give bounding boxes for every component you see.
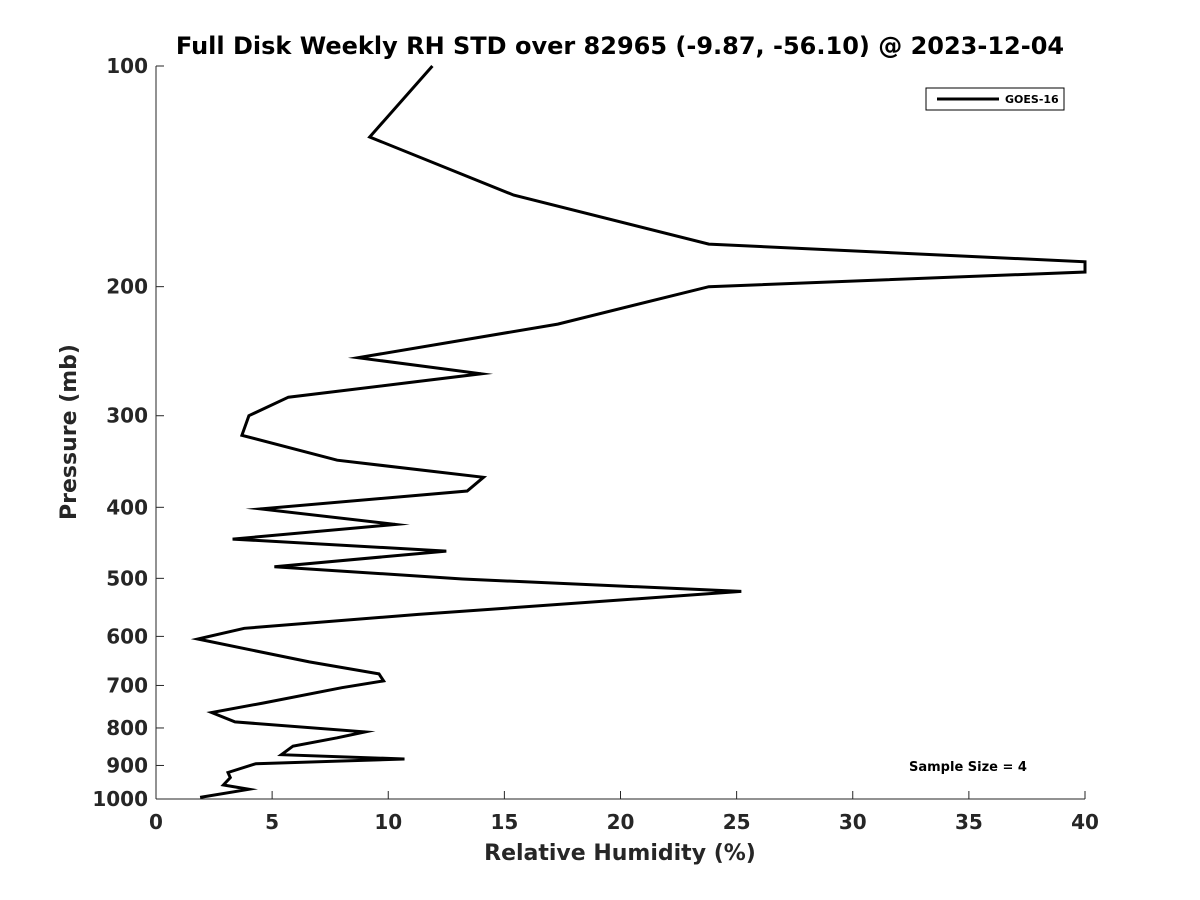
legend-label: GOES-16 (1005, 93, 1059, 106)
y-axis-label: Pressure (mb) (57, 344, 82, 520)
x-tick-label: 40 (1071, 810, 1099, 834)
y-tick-label: 100 (106, 54, 148, 78)
y-tick-label: 900 (106, 753, 148, 777)
x-tick-label: 5 (265, 810, 279, 834)
y-tick-label: 500 (106, 566, 148, 590)
legend: GOES-16 (925, 87, 1065, 111)
sample-size-annotation: Sample Size = 4 (909, 760, 1027, 775)
x-tick-label: 35 (955, 810, 983, 834)
x-tick-label: 20 (607, 810, 635, 834)
series-line-goes-16 (190, 65, 1087, 799)
x-axis-label: Relative Humidity (%) (484, 841, 756, 866)
y-tick-label: 800 (106, 716, 148, 740)
y-tick-label: 400 (106, 495, 148, 519)
axes: 0 5 10 15 20 25 30 35 40 100 200 300 400 500 600 700 800… (92, 54, 1099, 834)
chart-title: Full Disk Weekly RH STD over 82965 (-9.8… (176, 32, 1064, 60)
x-tick-label: 15 (490, 810, 518, 834)
y-tick-label: 1000 (92, 787, 148, 811)
x-tick-label: 30 (839, 810, 867, 834)
x-tick-label: 0 (149, 810, 163, 834)
y-tick-label: 700 (106, 673, 148, 697)
x-tick-label: 25 (723, 810, 751, 834)
x-tick-label: 10 (374, 810, 402, 834)
y-tick-label: 200 (106, 275, 148, 299)
series-group (190, 65, 1087, 799)
y-tick-label: 300 (106, 404, 148, 428)
y-tick-label: 600 (106, 624, 148, 648)
